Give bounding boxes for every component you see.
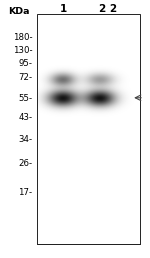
Text: 72-: 72-	[18, 73, 32, 82]
Text: 43-: 43-	[18, 114, 32, 122]
Text: 95-: 95-	[18, 59, 32, 68]
Text: 17-: 17-	[18, 189, 32, 197]
Text: 2 2: 2 2	[99, 4, 117, 14]
Text: 55-: 55-	[18, 94, 32, 102]
Bar	[37, 14, 140, 244]
Bar	[37, 14, 140, 244]
Text: 26-: 26-	[18, 159, 32, 168]
Text: KDa: KDa	[8, 7, 30, 16]
Text: 180-: 180-	[13, 33, 32, 42]
Text: 1: 1	[59, 4, 67, 14]
Text: 130-: 130-	[13, 46, 32, 55]
Text: 34-: 34-	[18, 135, 32, 144]
